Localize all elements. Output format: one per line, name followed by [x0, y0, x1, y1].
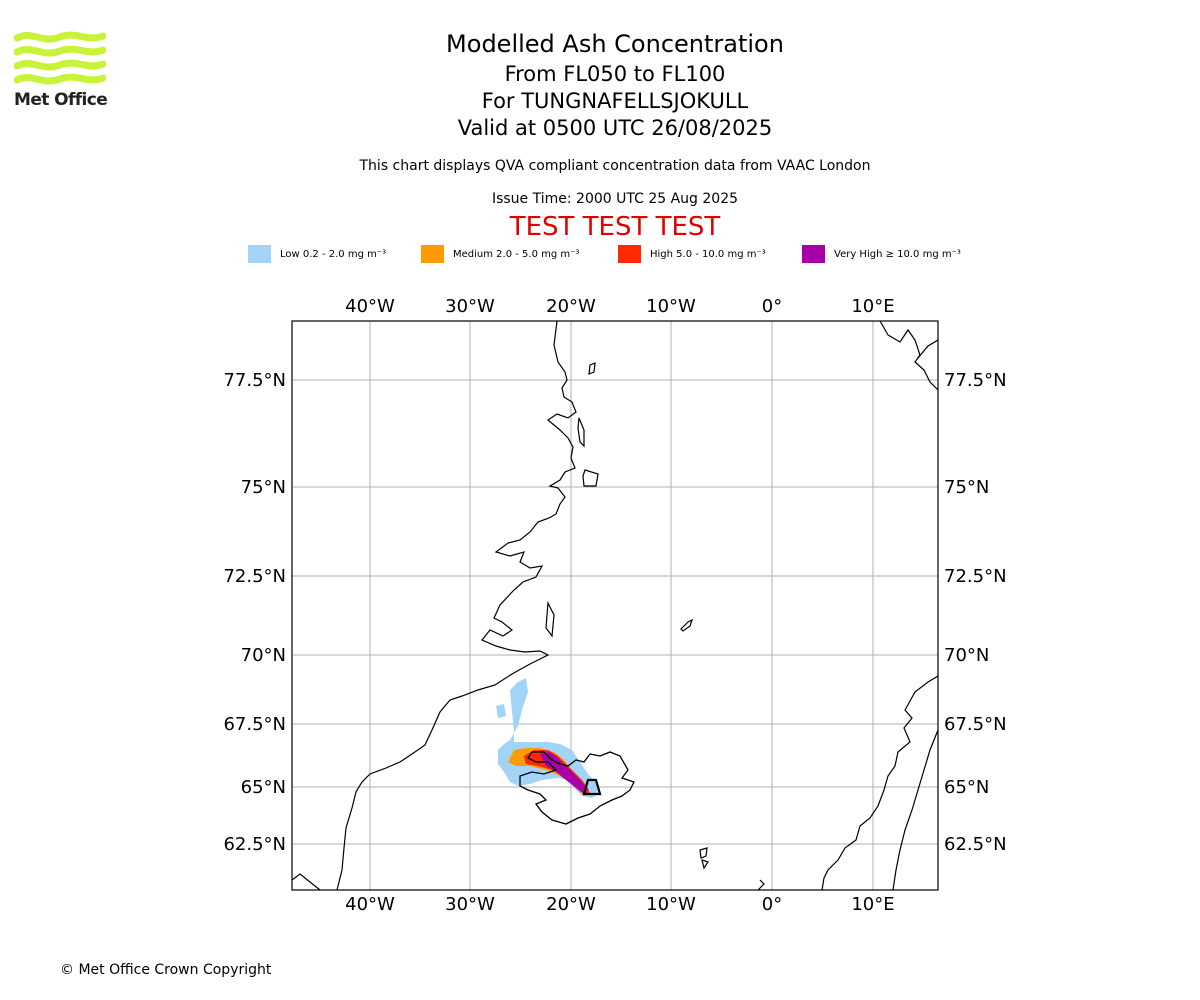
latitude-label: 77.5°N	[223, 370, 286, 391]
longitude-labels-top: 40°W 30°W 20°W 10°W 0° 10°E	[345, 296, 894, 317]
legend-label-high: High 5.0 - 10.0 mg m⁻³	[650, 248, 766, 260]
latitude-label: 75°N	[241, 477, 286, 498]
greenland-coastline	[336, 321, 577, 890]
legend-item-high: High 5.0 - 10.0 mg m⁻³	[618, 245, 766, 263]
latitude-label: 62.5°N	[944, 834, 1007, 855]
longitude-label: 10°W	[646, 894, 696, 915]
legend-item-very-high: Very High ≥ 10.0 mg m⁻³	[802, 245, 961, 263]
legend-label-low: Low 0.2 - 2.0 mg m⁻³	[280, 248, 387, 260]
longitude-label: 40°W	[345, 296, 395, 317]
met-office-waves-icon	[13, 31, 107, 85]
longitude-label: 0°	[762, 296, 782, 317]
legend-label-very-high: Very High ≥ 10.0 mg m⁻³	[834, 248, 961, 260]
volcano-marker-icon	[582, 778, 602, 796]
latitude-label: 72.5°N	[944, 566, 1007, 587]
latitude-label: 67.5°N	[944, 714, 1007, 735]
longitude-label: 10°E	[851, 894, 894, 915]
latitude-label: 65°N	[241, 777, 286, 798]
copyright-notice: © Met Office Crown Copyright	[60, 962, 272, 978]
longitude-labels-bottom: 40°W 30°W 20°W 10°W 0° 10°E	[345, 894, 894, 915]
chart-title: Modelled Ash Concentration	[446, 30, 784, 58]
longitude-label: 20°W	[546, 296, 596, 317]
map-gridlines	[292, 321, 938, 890]
latitude-label: 65°N	[944, 777, 989, 798]
latitude-label: 62.5°N	[223, 834, 286, 855]
longitude-label: 30°W	[445, 296, 495, 317]
legend-item-low: Low 0.2 - 2.0 mg m⁻³	[248, 245, 386, 263]
longitude-label: 20°W	[546, 894, 596, 915]
iceland-coastline	[519, 751, 635, 825]
met-office-logo-text: Met Office	[14, 90, 108, 110]
ash-plume	[496, 678, 598, 798]
latitude-label: 72.5°N	[223, 566, 286, 587]
svalbard-coastline	[879, 321, 938, 391]
longitude-label: 10°W	[646, 296, 696, 317]
met-office-logo: Met Office	[13, 30, 108, 114]
latitude-label: 75°N	[944, 477, 989, 498]
volcano-name: For TUNGNAFELLSJOKULL	[481, 89, 749, 113]
latitude-labels-left: 77.5°N 75°N 72.5°N 70°N 67.5°N 65°N 62.5°N	[223, 370, 286, 855]
test-banner: TEST TEST TEST	[509, 212, 721, 242]
longitude-label: 40°W	[345, 894, 395, 915]
ash-low-region	[498, 678, 598, 798]
latitude-label: 70°N	[241, 645, 286, 666]
legend-swatch-high	[618, 245, 641, 263]
longitude-label: 30°W	[445, 894, 495, 915]
compliance-note: This chart displays QVA compliant concen…	[359, 158, 871, 174]
longitude-label: 0°	[762, 894, 782, 915]
latitude-labels-right: 77.5°N 75°N 72.5°N 70°N 67.5°N 65°N 62.5°N	[944, 370, 1007, 855]
latitude-label: 67.5°N	[223, 714, 286, 735]
map-frame	[291, 320, 939, 891]
legend-swatch-low	[248, 245, 271, 263]
valid-time: Valid at 0500 UTC 26/08/2025	[457, 116, 773, 140]
ash-very-high-region	[540, 752, 588, 794]
norway-coastline	[821, 675, 938, 890]
legend-item-medium: Medium 2.0 - 5.0 mg m⁻³	[421, 245, 579, 263]
legend-swatch-medium	[421, 245, 444, 263]
longitude-label: 10°E	[851, 296, 894, 317]
latitude-label: 77.5°N	[944, 370, 1007, 391]
legend-swatch-very-high	[802, 245, 825, 263]
flight-level-range: From FL050 to FL100	[504, 62, 726, 86]
latitude-label: 70°N	[944, 645, 989, 666]
legend-label-medium: Medium 2.0 - 5.0 mg m⁻³	[453, 248, 580, 260]
issue-time: Issue Time: 2000 UTC 25 Aug 2025	[491, 191, 739, 207]
